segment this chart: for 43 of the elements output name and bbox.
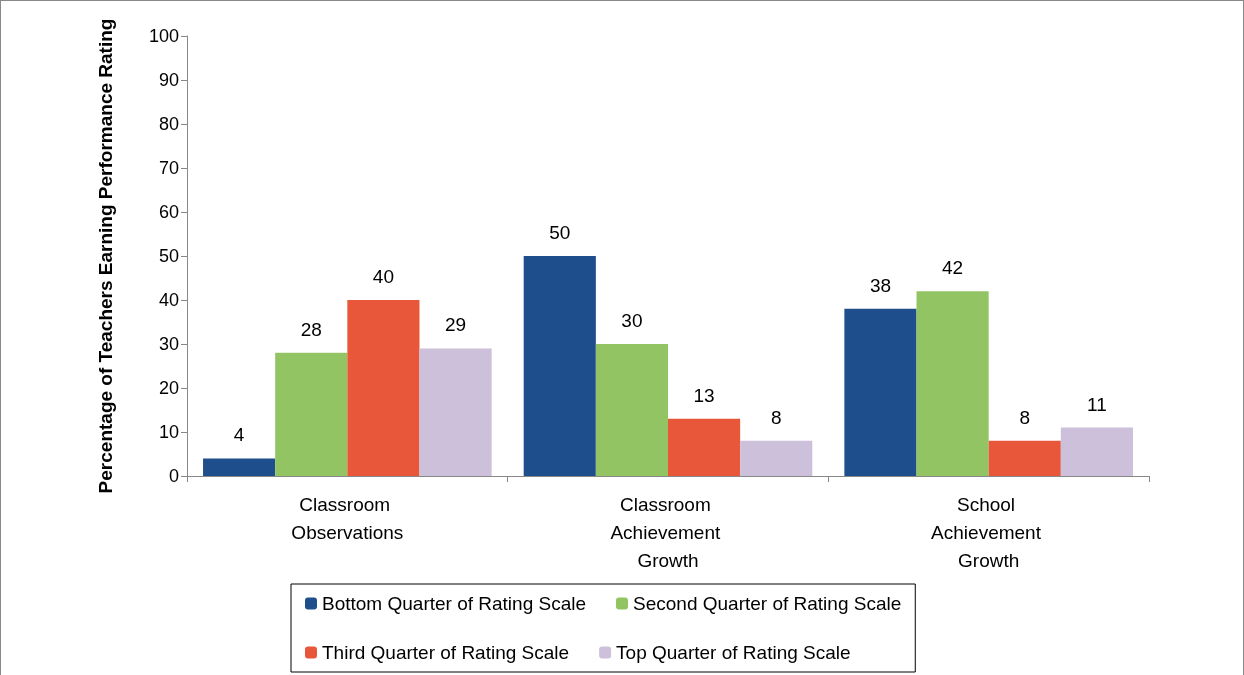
y-tick-label: 20: [158, 378, 179, 398]
x-tick-label: Classroom Achievement Growth: [610, 493, 726, 571]
x-tick-label: School Achievement Growth: [931, 493, 1047, 571]
y-tick-label: 80: [158, 114, 179, 134]
bar: [595, 344, 668, 476]
y-tick-label: 0: [168, 466, 179, 486]
y-axis-title: Percentage of Teachers Earning Performance Rating: [94, 18, 116, 494]
bar: [203, 458, 276, 476]
x-tick-label: Classroom Observations: [291, 493, 404, 543]
y-tick-label: 30: [158, 334, 179, 354]
bar: [523, 256, 596, 476]
data-label: 38: [869, 274, 892, 296]
bar: [988, 440, 1061, 476]
data-label: 8: [770, 406, 782, 428]
bar: [916, 291, 989, 476]
data-label: 30: [621, 310, 643, 331]
y-tick-label: 40: [158, 290, 179, 310]
data-label: 40: [372, 266, 394, 287]
data-label: 13: [693, 384, 715, 406]
data-label: 42: [942, 257, 964, 279]
bar: [668, 418, 741, 476]
bar: [419, 348, 492, 476]
legend-label: Second Quarter of Rating Scale: [633, 593, 902, 614]
bar: [1060, 427, 1133, 476]
data-label: 4: [233, 424, 245, 446]
bar: [740, 440, 813, 476]
data-label: 8: [1019, 406, 1031, 428]
y-tick-label: 100: [148, 26, 179, 46]
bar: [347, 300, 420, 476]
y-tick-label: 50: [158, 246, 179, 266]
legend-label: Bottom Quarter of Rating Scale: [322, 593, 587, 614]
y-tick-label: 60: [158, 202, 179, 222]
legend-label: Third Quarter of Rating Scale: [322, 642, 570, 663]
y-tick-label: 90: [158, 70, 179, 90]
bar: [275, 352, 348, 476]
data-label: 11: [1087, 393, 1107, 415]
y-tick-label: 10: [158, 422, 179, 442]
data-label: 29: [444, 314, 467, 336]
data-label: 50: [549, 222, 571, 243]
legend-label: Top Quarter of Rating Scale: [616, 642, 851, 663]
bar: [844, 308, 917, 476]
y-tick-label: 70: [158, 158, 179, 178]
data-label: 28: [300, 318, 322, 340]
